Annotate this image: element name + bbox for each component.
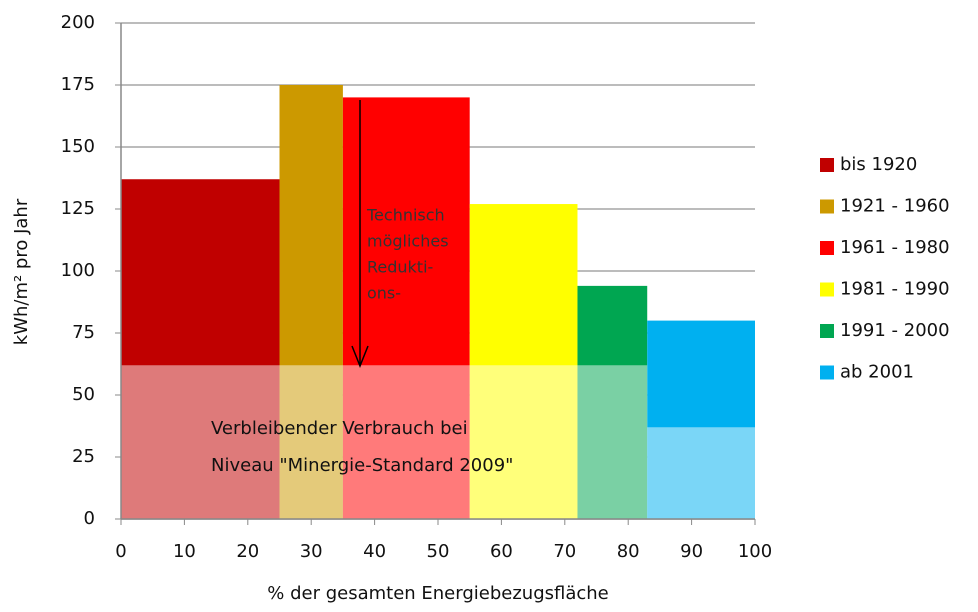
x-tick-label: 40 xyxy=(363,541,386,562)
remaining-annotation: Verbleibender Verbrauch bei xyxy=(211,418,468,439)
reduction-annotation: Technisch xyxy=(366,206,445,225)
remaining-overlay xyxy=(121,365,280,519)
y-tick-label: 150 xyxy=(61,136,95,157)
remaining-overlay xyxy=(342,365,470,519)
y-axis-label: kWh/m² pro Jahr xyxy=(11,198,32,345)
y-tick-label: 50 xyxy=(72,384,95,405)
x-tick-label: 100 xyxy=(738,541,772,562)
legend-swatch xyxy=(820,158,834,172)
remaining-overlay xyxy=(279,365,343,519)
reduction-annotation: mögliches xyxy=(367,232,449,251)
legend-swatch xyxy=(820,365,834,380)
remaining-overlay xyxy=(469,365,578,519)
legend-label: bis 1920 xyxy=(840,154,917,175)
legend-label: 1981 - 1990 xyxy=(840,279,950,300)
bar xyxy=(279,85,343,519)
x-tick-label: 20 xyxy=(236,541,259,562)
x-tick-label: 60 xyxy=(490,541,513,562)
y-tick-label: 200 xyxy=(61,12,95,33)
y-tick-label: 25 xyxy=(72,446,95,467)
legend-label: 1921 - 1960 xyxy=(840,196,950,217)
legend-label: 1991 - 2000 xyxy=(840,320,950,341)
bar xyxy=(342,97,470,520)
x-tick-label: 30 xyxy=(300,541,323,562)
legend-label: ab 2001 xyxy=(840,362,914,383)
bar xyxy=(469,204,578,520)
reduction-annotation: Redukti- xyxy=(367,258,433,277)
y-tick-label: 0 xyxy=(84,508,95,529)
x-tick-label: 50 xyxy=(427,541,450,562)
x-tick-label: 10 xyxy=(173,541,196,562)
x-tick-label: 80 xyxy=(617,541,640,562)
reduction-annotation: ons- xyxy=(367,284,401,303)
legend-label: 1961 - 1980 xyxy=(840,237,950,258)
bar xyxy=(577,285,648,519)
legend-swatch xyxy=(820,324,834,338)
remaining-overlay xyxy=(647,427,755,519)
y-tick-label: 125 xyxy=(61,198,95,219)
remaining-annotation: Niveau "Minergie-Standard 2009" xyxy=(211,455,513,476)
bar xyxy=(647,320,755,519)
remaining-overlay xyxy=(577,365,648,519)
y-tick-label: 175 xyxy=(61,74,95,95)
legend-swatch xyxy=(820,241,834,255)
legend-swatch xyxy=(820,282,834,297)
x-tick-label: 0 xyxy=(115,541,126,562)
bar xyxy=(121,179,280,520)
x-tick-label: 90 xyxy=(680,541,703,562)
reduction-arrowhead xyxy=(351,345,369,369)
x-tick-label: 70 xyxy=(553,541,576,562)
y-tick-label: 75 xyxy=(72,322,95,343)
y-tick-label: 100 xyxy=(61,260,95,281)
x-axis-label: % der gesamten Energiebezugsfläche xyxy=(267,583,609,604)
legend-swatch xyxy=(820,199,834,214)
